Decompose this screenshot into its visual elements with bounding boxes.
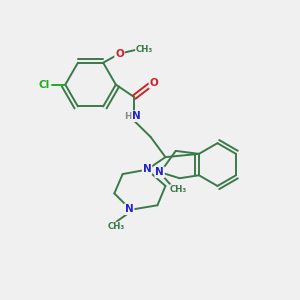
Text: N: N: [143, 164, 152, 174]
Text: N: N: [125, 204, 134, 214]
Text: H: H: [124, 112, 131, 121]
Text: CH₃: CH₃: [136, 45, 153, 54]
Text: CH₃: CH₃: [170, 185, 188, 194]
Text: N: N: [132, 111, 141, 121]
Text: O: O: [115, 49, 124, 59]
Text: CH₃: CH₃: [108, 223, 125, 232]
Text: O: O: [149, 78, 158, 88]
Text: Cl: Cl: [39, 80, 50, 90]
Text: N: N: [155, 167, 164, 177]
